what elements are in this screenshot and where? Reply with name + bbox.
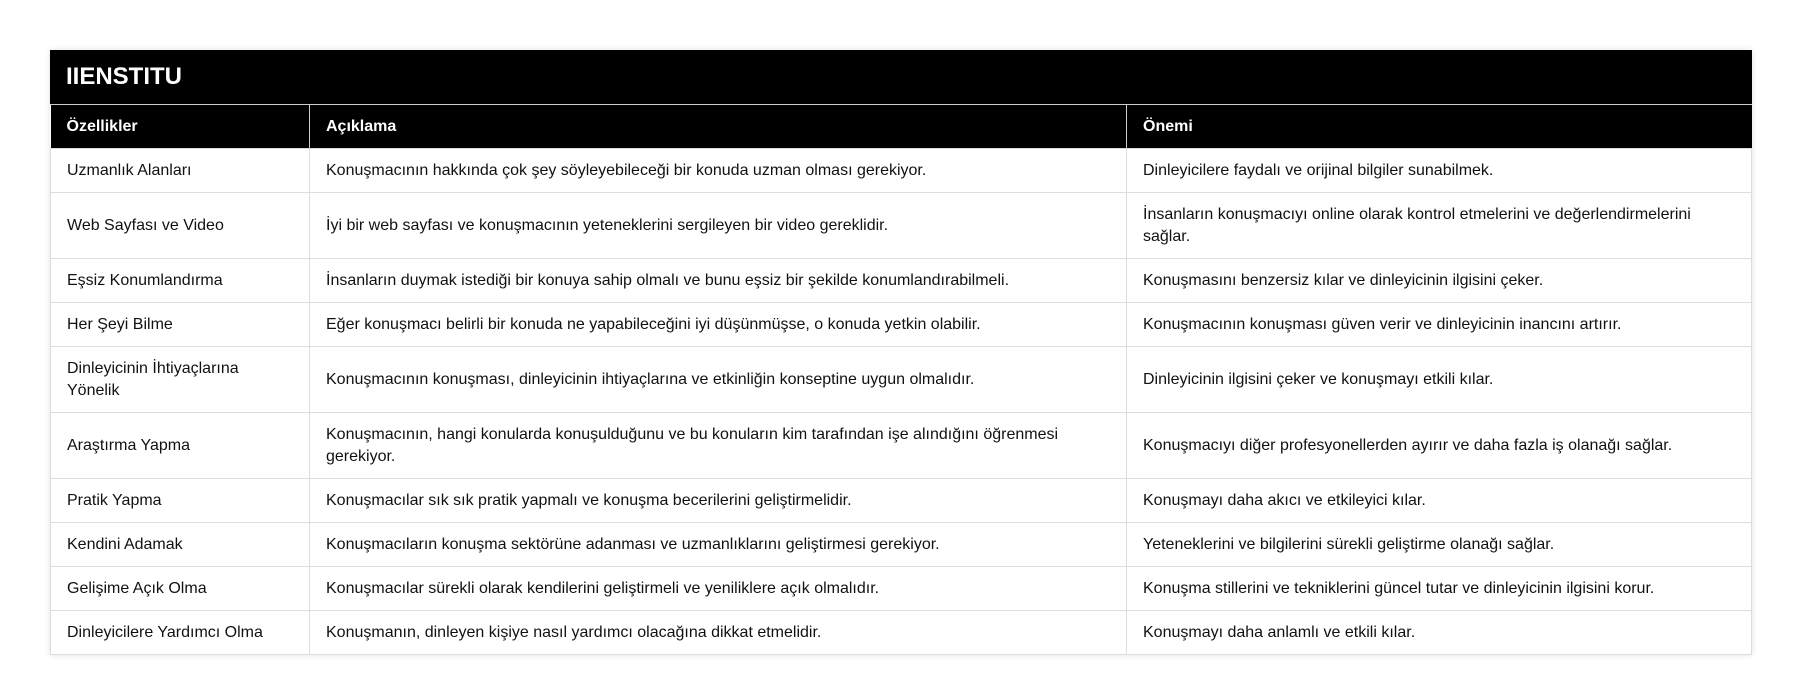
table-row: Pratik Yapma Konuşmacılar sık sık pratik … <box>50 478 1752 523</box>
importance-cell: Konuşmasını benzersiz kılar ve dinleyici… <box>1126 258 1752 303</box>
description-cell: Eğer konuşmacı belirli bir konuda ne yap… <box>309 302 1127 347</box>
feature-cell: Dinleyicinin İhtiyaçlarına Yönelik <box>50 346 310 413</box>
table-row: Her Şeyi Bilme Eğer konuşmacı belirli bir… <box>50 302 1752 347</box>
description-cell: Konuşmacının konuşması, dinleyicinin iht… <box>309 346 1127 413</box>
table-row: Dinleyicilere Yardımcı Olma Konuşmanın, d… <box>50 610 1752 655</box>
importance-cell: İnsanların konuşmacıyı online olarak kon… <box>1126 192 1752 259</box>
header-ozellikler: Özellikler <box>50 105 310 149</box>
table-row: Kendini Adamak Konuşmacıların konuşma sek… <box>50 522 1752 567</box>
feature-cell: Eşsiz Konumlandırma <box>50 258 310 303</box>
importance-cell: Konuşmacının konuşması güven verir ve di… <box>1126 302 1752 347</box>
importance-cell: Konuşma stillerini ve tekniklerini günce… <box>1126 566 1752 611</box>
table-row: Web Sayfası ve Video İyi bir web sayfası … <box>50 192 1752 259</box>
importance-cell: Konuşmayı daha anlamlı ve etkili kılar. <box>1126 610 1752 655</box>
description-cell: Konuşmacının, hangi konularda konuşulduğ… <box>309 412 1127 479</box>
importance-cell: Dinleyicilere faydalı ve orijinal bilgil… <box>1126 148 1752 193</box>
table-row: Araştırma Yapma Konuşmacının, hangi konul… <box>50 412 1752 479</box>
table-title: IIENSTITU <box>50 50 1752 105</box>
feature-cell: Web Sayfası ve Video <box>50 192 310 259</box>
feature-cell: Kendini Adamak <box>50 522 310 567</box>
description-cell: İyi bir web sayfası ve konuşmacının yete… <box>309 192 1127 259</box>
header-onemi: Önemi <box>1126 105 1752 149</box>
description-cell: Konuşmanın, dinleyen kişiye nasıl yardım… <box>309 610 1127 655</box>
feature-cell: Pratik Yapma <box>50 478 310 523</box>
feature-cell: Araştırma Yapma <box>50 412 310 479</box>
description-cell: İnsanların duymak istediği bir konuya sa… <box>309 258 1127 303</box>
feature-cell: Uzmanlık Alanları <box>50 148 310 193</box>
description-cell: Konuşmacılar sık sık pratik yapmalı ve k… <box>309 478 1127 523</box>
table-row: Dinleyicinin İhtiyaçlarına Yönelik Konuşm… <box>50 346 1752 413</box>
header-aciklama: Açıklama <box>309 105 1127 149</box>
description-cell: Konuşmacılar sürekli olarak kendilerini … <box>309 566 1127 611</box>
features-table: Özellikler Açıklama Önemi Uzmanlık Alanl… <box>50 105 1752 655</box>
description-cell: Konuşmacıların konuşma sektörüne adanmas… <box>309 522 1127 567</box>
feature-cell: Dinleyicilere Yardımcı Olma <box>50 610 310 655</box>
importance-cell: Konuşmayı daha akıcı ve etkileyici kılar… <box>1126 478 1752 523</box>
features-table-container: IIENSTITU Özellikler Açıklama Önemi Uzma… <box>50 50 1752 655</box>
table-row: Eşsiz Konumlandırma İnsanların duymak ist… <box>50 258 1752 303</box>
table-row: Uzmanlık Alanları Konuşmacının hakkında ç… <box>50 148 1752 193</box>
feature-cell: Her Şeyi Bilme <box>50 302 310 347</box>
feature-cell: Gelişime Açık Olma <box>50 566 310 611</box>
table-row: Gelişime Açık Olma Konuşmacılar sürekli o… <box>50 566 1752 611</box>
importance-cell: Yeteneklerini ve bilgilerini sürekli gel… <box>1126 522 1752 567</box>
header-row: Özellikler Açıklama Önemi <box>50 105 1752 149</box>
description-cell: Konuşmacının hakkında çok şey söyleyebil… <box>309 148 1127 193</box>
importance-cell: Konuşmacıyı diğer profesyonellerden ayır… <box>1126 412 1752 479</box>
importance-cell: Dinleyicinin ilgisini çeker ve konuşmayı… <box>1126 346 1752 413</box>
